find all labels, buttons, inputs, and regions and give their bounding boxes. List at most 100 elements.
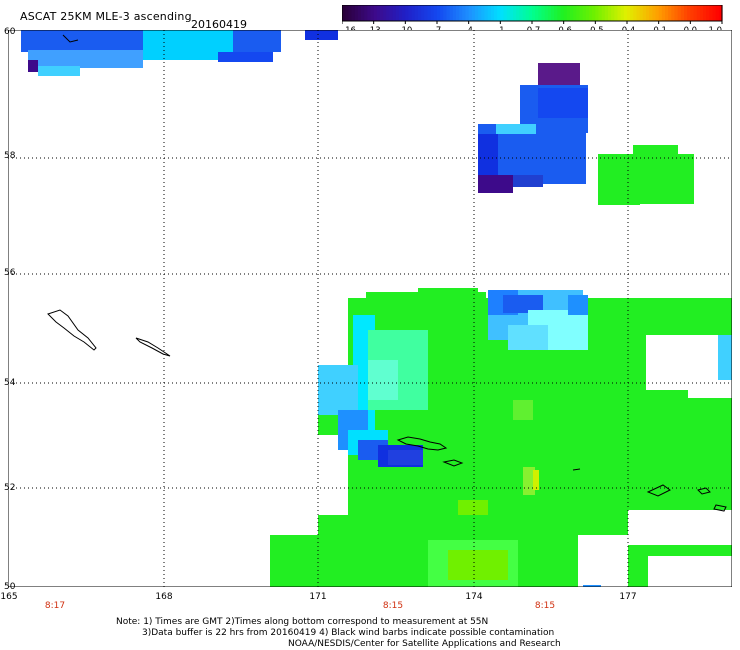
colorbar-swatch <box>703 5 707 21</box>
colorbar-swatch <box>408 5 413 21</box>
colorbar-swatch <box>582 5 587 21</box>
colorbar-swatch <box>646 5 650 21</box>
colorbar-swatch <box>547 5 552 21</box>
colorbar-swatch <box>576 5 581 21</box>
colorbar-swatch <box>462 5 467 21</box>
colorbar-swatch <box>503 5 508 21</box>
colorbar-swatch <box>516 5 520 21</box>
colorbar-swatch <box>718 5 723 21</box>
wind-swath-green-northeast <box>598 145 694 205</box>
wind-swath-cyan-band <box>318 290 588 467</box>
colorbar-swatch <box>357 5 362 21</box>
lon-label-168: 168 <box>155 592 173 602</box>
colorbar-swatch <box>433 5 438 21</box>
colorbar-swatch <box>383 5 387 21</box>
colorbar-swatch <box>519 5 524 21</box>
colorbar-swatch <box>690 5 695 21</box>
colorbar-swatch <box>579 5 584 21</box>
time-label-1: 8:17 <box>44 601 66 611</box>
colorbar-swatch <box>655 5 660 21</box>
colorbar-swatch <box>452 5 457 21</box>
colorbar-swatch <box>661 5 666 21</box>
graticule <box>8 30 732 587</box>
colorbar-swatch <box>617 5 622 21</box>
colorbar-swatch <box>636 5 641 21</box>
colorbar-swatch <box>696 5 701 21</box>
colorbar-swatch <box>642 5 647 21</box>
lat-label-58: 58 <box>4 151 16 161</box>
colorbar-swatch <box>484 5 489 21</box>
product-date: 20160419 <box>191 18 247 31</box>
colorbar-swatch <box>411 5 416 21</box>
colorbar-swatch <box>348 5 353 21</box>
colorbar-swatch <box>424 5 429 21</box>
colorbar-swatch <box>573 5 577 21</box>
colorbar-swatch <box>354 5 359 21</box>
colorbar-swatch <box>658 5 663 21</box>
colorbar-swatch <box>525 5 530 21</box>
lat-label-56: 56 <box>4 268 16 278</box>
colorbar-swatch <box>427 5 432 21</box>
colorbar-swatch <box>459 5 463 21</box>
colorbar-swatch <box>633 5 638 21</box>
lat-label-60: 60 <box>4 27 16 37</box>
colorbar-swatch <box>522 5 527 21</box>
colorbar-swatch <box>630 5 634 21</box>
colorbar-swatch <box>373 5 378 21</box>
colorbar-swatch <box>446 5 451 21</box>
colorbar-swatch <box>481 5 486 21</box>
colorbar-swatch <box>478 5 482 21</box>
colorbar-swatch <box>386 5 391 21</box>
colorbar-swatch <box>570 5 574 21</box>
colorbar-swatch <box>430 5 435 21</box>
colorbar-swatch <box>509 5 514 21</box>
colorbar-swatch <box>490 5 495 21</box>
lat-label-52: 52 <box>4 483 16 493</box>
colorbar-swatch <box>532 5 536 21</box>
wind-swath-northwest <box>21 30 338 76</box>
colorbar-swatch <box>604 5 609 21</box>
note-line-3: NOAA/NESDIS/Center for Satellite Applica… <box>288 639 561 649</box>
colorbar-swatch <box>668 5 672 21</box>
note-line-1: Note: 1) Times are GMT 2)Times along bot… <box>116 617 489 627</box>
colorbar-swatch <box>367 5 372 21</box>
colorbar-swatch <box>557 5 562 21</box>
colorbar-swatch <box>639 5 644 21</box>
colorbar-swatch <box>528 5 533 21</box>
colorbar-swatch <box>554 5 558 21</box>
colorbar-swatch <box>665 5 669 21</box>
colorbar-swatch <box>405 5 410 21</box>
colorbar-swatch <box>585 5 590 21</box>
colorbar-swatch <box>709 5 714 21</box>
coastlines <box>47 34 727 512</box>
colorbar-swatch <box>370 5 375 21</box>
time-label-3: 8:15 <box>534 601 556 611</box>
lat-label-54: 54 <box>4 378 16 388</box>
colorbar-swatch <box>601 5 606 21</box>
colorbar-swatch <box>443 5 448 21</box>
colorbar-swatch <box>538 5 543 21</box>
colorbar-swatch <box>544 5 549 21</box>
colorbar-swatch <box>392 5 397 21</box>
colorbar-swatch <box>500 5 505 21</box>
colorbar-swatch <box>345 5 349 21</box>
colorbar-swatch <box>563 5 568 21</box>
lat-label-50: 50 <box>4 582 16 592</box>
colorbar-swatch <box>608 5 612 21</box>
lon-label-165: 165 <box>0 592 18 602</box>
colorbar-swatch <box>649 5 653 21</box>
colorbar-swatch <box>611 5 615 21</box>
colorbar-swatch <box>551 5 555 21</box>
lon-label-174: 174 <box>465 592 483 602</box>
lon-label-177: 177 <box>619 592 637 602</box>
colorbar-swatch <box>560 5 565 21</box>
colorbar-swatch <box>471 5 476 21</box>
colorbar-swatch <box>421 5 425 21</box>
colorbar-swatch <box>706 5 710 21</box>
colorbar-swatch <box>627 5 631 21</box>
colorbar-swatch <box>671 5 676 21</box>
colorbar-swatch <box>680 5 685 21</box>
colorbar-swatch <box>497 5 501 21</box>
colorbar-swatch <box>712 5 717 21</box>
colorbar-swatch <box>475 5 479 21</box>
